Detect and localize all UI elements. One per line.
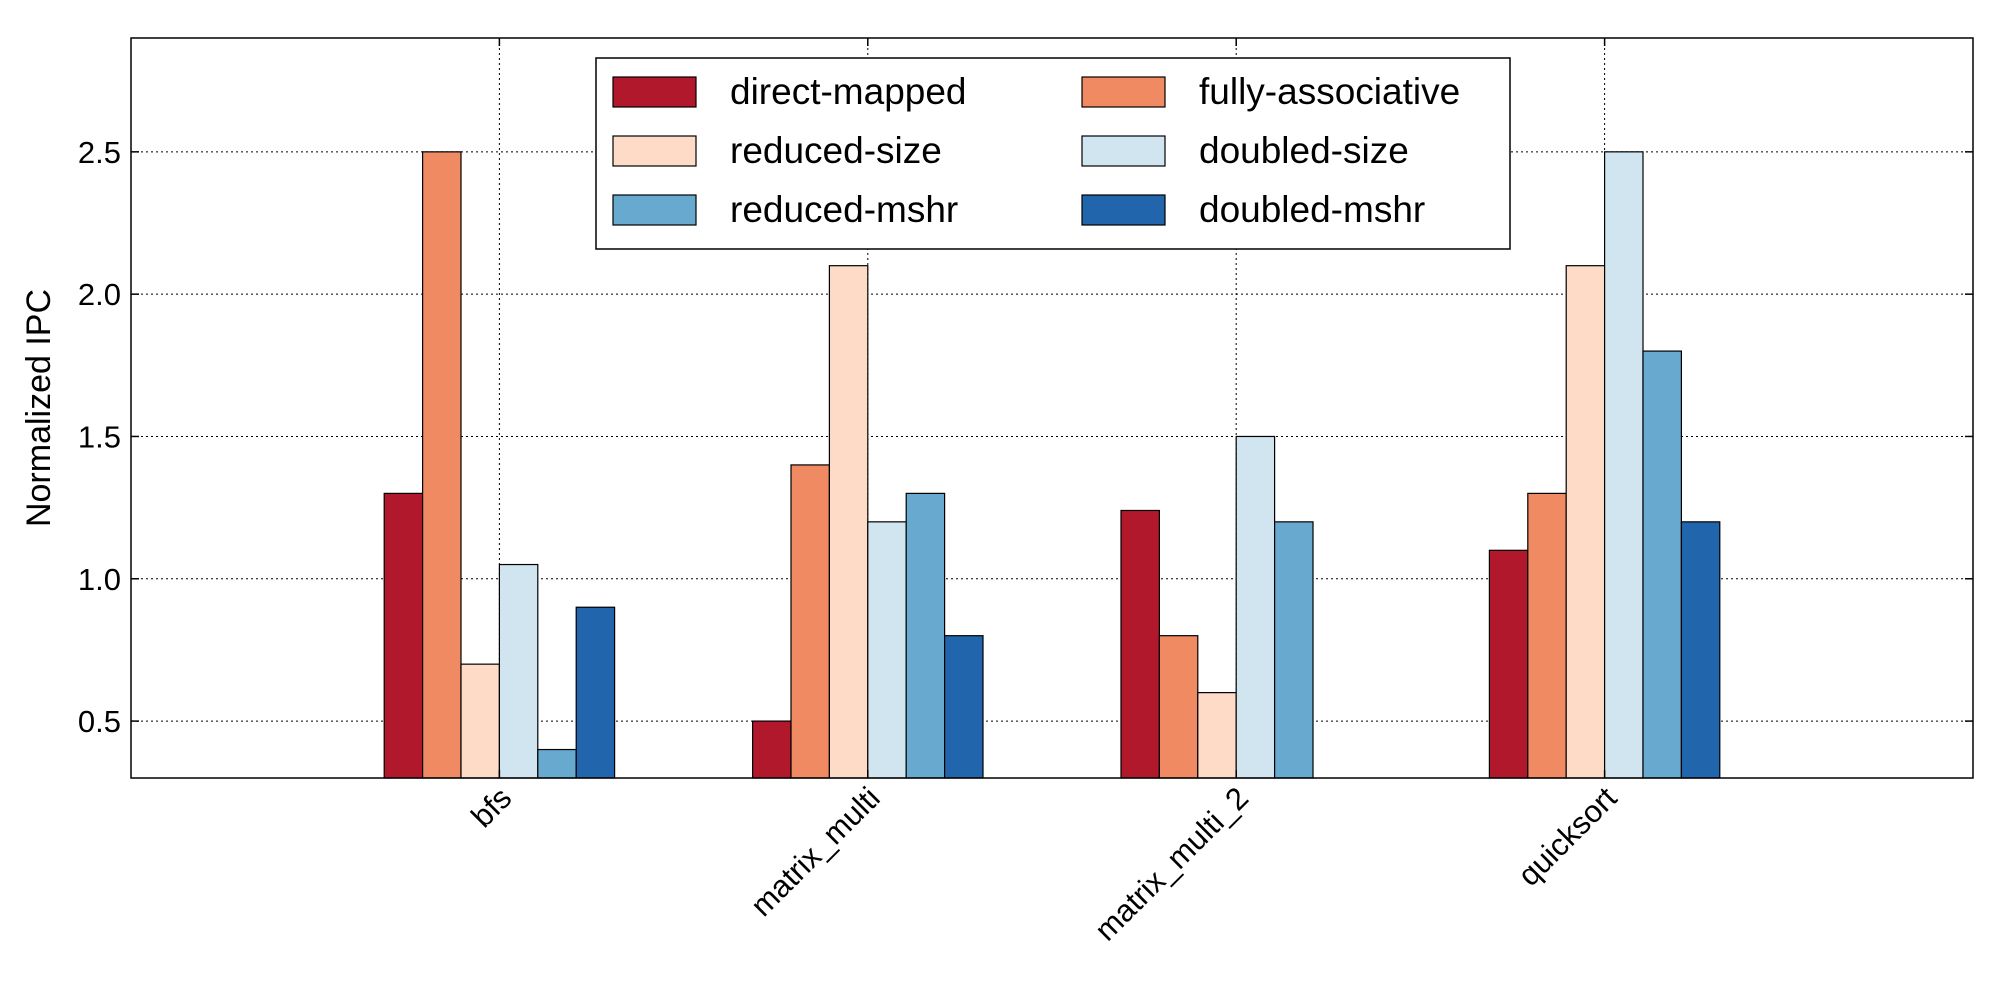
legend-label: fully-associative	[1199, 71, 1460, 112]
bar	[1527, 492, 1567, 779]
bar	[498, 563, 539, 779]
bar	[828, 265, 869, 779]
legend-swatch	[1081, 76, 1166, 108]
legend-swatch	[1081, 135, 1166, 167]
bar	[867, 521, 907, 779]
bar	[751, 720, 792, 779]
x-tick-label: matrix_multi_2	[1088, 780, 1255, 947]
legend-swatch	[612, 194, 697, 226]
y-axis-label: Normalized IPC	[20, 289, 58, 527]
bar	[1603, 151, 1644, 779]
x-tick-label: quicksort	[1511, 780, 1624, 893]
bar	[790, 464, 831, 779]
legend-label: direct-mapped	[730, 71, 967, 112]
y-tick-label: 2.0	[78, 277, 121, 312]
bar	[1235, 435, 1276, 779]
bar	[1680, 521, 1721, 779]
legend-label: doubled-mshr	[1199, 189, 1425, 230]
bar	[422, 151, 462, 779]
legend-label: doubled-size	[1199, 130, 1409, 171]
y-tick-label: 1.0	[78, 562, 121, 597]
legend-swatch	[612, 135, 697, 167]
bar	[460, 663, 501, 779]
x-tick-label: matrix_multi	[744, 780, 887, 923]
x-tick-label: bfs	[464, 780, 518, 834]
legend-frame	[595, 57, 1511, 250]
bar	[1120, 509, 1161, 779]
bar	[1565, 265, 1606, 779]
bar	[1273, 521, 1314, 779]
bar	[383, 492, 424, 779]
bar	[1158, 635, 1199, 779]
legend-label: reduced-size	[730, 130, 942, 171]
plot-area-frame	[130, 37, 1974, 779]
y-tick-label: 0.5	[78, 704, 121, 739]
bar	[943, 635, 984, 779]
legend-swatch	[612, 76, 697, 108]
y-tick-label: 1.5	[78, 419, 121, 454]
bar	[1488, 549, 1529, 779]
bar	[575, 606, 616, 779]
bar	[537, 748, 577, 779]
legend-label: reduced-mshr	[730, 189, 958, 230]
y-tick-label: 2.5	[78, 135, 121, 170]
legend-swatch	[1081, 194, 1166, 226]
bar	[1642, 350, 1683, 779]
bars	[383, 151, 1721, 779]
legend: direct-mapped fully-associative reduced-si…	[595, 57, 1511, 250]
bar	[905, 492, 946, 779]
bar	[1197, 692, 1237, 779]
